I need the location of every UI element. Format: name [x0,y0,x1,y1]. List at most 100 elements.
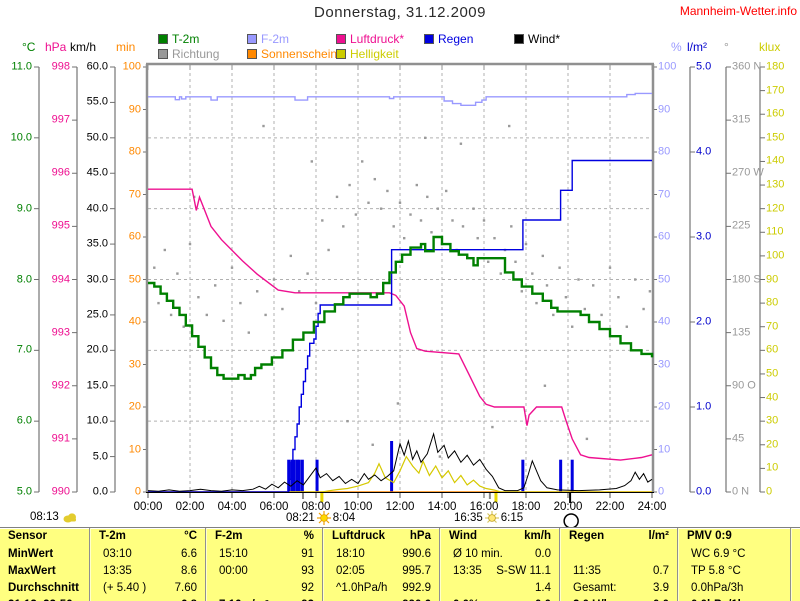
tick-label: 10 [658,443,671,455]
tick-label: 360 N [732,60,762,73]
tick-label: 30 [128,358,141,370]
tick-label: 60 [658,230,671,243]
x-label: 12:00 [385,501,415,513]
x-label: 18:00 [511,501,541,513]
table-cell: ^1.0hPa/h [336,582,388,594]
table-separator [439,528,441,601]
sunrise-time: 08:21 [286,512,315,524]
table-cell: 91 [301,548,314,560]
tick-label: 998 [51,60,70,73]
sun-moon-marker [488,493,491,499]
tick-label: 5.0 [696,60,712,73]
wind-direction-dot [348,183,351,187]
table-cell: (+ 5.40 ) [103,582,147,594]
axis-header-r1: l/m² [687,40,707,54]
wind-direction-dot [552,313,555,317]
wind-direction-dot [214,284,217,287]
tick-label: 20.0 [86,343,108,356]
tick-label: 120 [766,202,785,215]
table-cell: 02:05 [336,565,365,577]
sunset-group: 16:35 6:15 [454,511,523,525]
axis-header-3: min [116,40,136,54]
wind-direction-dot [342,225,345,228]
tick-label: 160 [766,107,785,120]
wind-direction-dot [558,266,561,269]
tick-label: 3.0 [696,230,712,243]
sun-moon-marker [494,493,498,502]
tick-label: 50 [766,367,779,380]
tick-label: 4.0 [696,145,712,158]
table-cell: S-SW 11.1 [496,565,551,577]
tick-label: 90 [128,103,141,115]
wind-direction-dot [256,290,259,293]
tick-label: 8.0 [16,273,32,285]
moon-duration: 6:15 [500,512,524,524]
tick-label: 10.0 [10,131,32,144]
tick-label: 55.0 [86,95,108,108]
tick-label: 20 [766,438,779,451]
tick-label: 0.0 [696,485,712,498]
tick-label: 150 [766,131,785,144]
luftdruck-line [148,188,653,461]
table-cell: 0.0 [535,548,551,560]
legend-label: F-2m [261,32,289,46]
wind-direction-dot [438,455,442,458]
rain-bar [287,459,291,492]
wind-direction-dot [327,248,330,252]
tick-label: 225 [732,219,751,232]
wind-direction-dot [373,177,376,181]
wind-direction-dot [289,254,292,258]
tick-label: 40 [658,315,671,328]
table-cell: 3.9 [653,582,669,594]
wind-direction-dot [264,313,267,317]
wind-direction-dot [461,225,465,228]
wind-direction-dot [272,278,276,281]
legend-swatch [158,34,168,44]
wind-direction-dot [396,402,400,405]
table-cell: 0.0% [453,599,479,601]
wind-direction-dot [430,231,433,234]
table-cell: 2.0 U/h [573,599,611,601]
table-cell: 0.0 [587,599,669,601]
wind-direction-dot [230,266,234,269]
wind-direction-dot [281,307,284,311]
tick-label: 2.0 [696,315,712,328]
tick-label: 50.0 [86,131,108,144]
wind-direction-dot [577,278,580,281]
wind-direction-dot [426,195,429,199]
table-row-label: 31.12. 23:56 [8,599,73,601]
legend-label: Regen [438,32,474,46]
tick-label: 60 [766,343,779,356]
tick-label: 90 O [732,379,756,392]
wind-direction-dot [188,242,192,246]
site-link[interactable]: Mannheim-Wetter.info [679,4,797,18]
legend-swatch [424,34,434,44]
axis-header-1: hPa [45,40,67,54]
tick-label: 1.0 [696,400,712,413]
wind-direction-dot [262,124,265,128]
legend-item-luftdruck: Luftdruck* [336,32,404,46]
table-separator [89,528,91,601]
table-cell: TP 5.8 °C [691,565,741,577]
table-cell: 13:35 [453,565,482,577]
table-cell: WC 6.9 °C [691,548,746,560]
cloud-icon [63,513,76,523]
rain-bar [559,459,563,492]
tick-label: 70 [658,188,671,200]
helligkeit-line [148,455,652,493]
tick-label: 25.0 [86,308,108,321]
wind-direction-dot [239,301,242,305]
table-cell: 990.6 [349,599,431,601]
tick-label: 990 [51,485,70,498]
table-col-header: T-2m [99,530,126,542]
rain-bar [390,441,394,492]
legend-swatch [336,34,346,44]
wind-direction-dot [306,272,309,275]
wind-direction-dot [472,207,475,210]
wind-direction-dot [531,272,534,275]
legend-label: Helligkeit [350,47,399,61]
tick-label: 50 [128,273,141,285]
table-cell: Gesamt: [573,582,617,594]
legend-label: Wind* [528,32,561,46]
